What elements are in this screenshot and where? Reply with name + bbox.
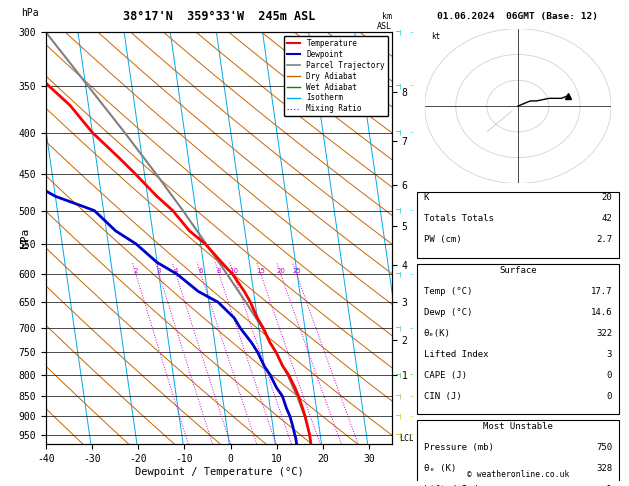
Text: 322: 322 bbox=[596, 329, 612, 338]
Text: 38°17'N  359°33'W  245m ASL: 38°17'N 359°33'W 245m ASL bbox=[123, 10, 315, 23]
Text: hPa: hPa bbox=[20, 228, 30, 248]
Text: 20: 20 bbox=[601, 193, 612, 203]
Text: ─|: ─| bbox=[395, 83, 403, 88]
Text: Temp (°C): Temp (°C) bbox=[423, 287, 472, 296]
Text: Dewp (°C): Dewp (°C) bbox=[423, 308, 472, 317]
Text: hPa: hPa bbox=[21, 8, 38, 18]
Text: PW (cm): PW (cm) bbox=[423, 235, 461, 244]
Text: Most Unstable: Most Unstable bbox=[483, 422, 553, 431]
Text: ─|: ─| bbox=[395, 372, 403, 378]
Text: —|: —| bbox=[409, 83, 419, 89]
Text: 20: 20 bbox=[276, 268, 285, 274]
Text: ─|: ─| bbox=[395, 393, 403, 399]
Text: CAPE (J): CAPE (J) bbox=[423, 371, 467, 380]
Text: Totals Totals: Totals Totals bbox=[423, 214, 494, 224]
Text: Surface: Surface bbox=[499, 266, 537, 275]
Text: Pressure (mb): Pressure (mb) bbox=[423, 443, 494, 452]
Text: 15: 15 bbox=[257, 268, 265, 274]
Bar bbox=[417, 191, 618, 258]
Text: -1: -1 bbox=[601, 485, 612, 486]
Text: © weatheronline.co.uk: © weatheronline.co.uk bbox=[467, 470, 569, 479]
Text: 3: 3 bbox=[157, 268, 161, 274]
Text: 8: 8 bbox=[217, 268, 221, 274]
Text: ─|: ─| bbox=[395, 29, 403, 35]
Text: ─|: ─| bbox=[395, 326, 403, 331]
Text: Lifted Index: Lifted Index bbox=[423, 485, 488, 486]
X-axis label: Dewpoint / Temperature (°C): Dewpoint / Temperature (°C) bbox=[135, 467, 303, 476]
Text: θₑ(K): θₑ(K) bbox=[423, 329, 450, 338]
Text: —|: —| bbox=[409, 207, 419, 214]
Text: K: K bbox=[423, 193, 429, 203]
Text: ─|: ─| bbox=[395, 208, 403, 213]
Text: —|: —| bbox=[409, 29, 419, 35]
Text: 25: 25 bbox=[292, 268, 301, 274]
Text: ─|: ─| bbox=[395, 272, 403, 277]
Text: 14.6: 14.6 bbox=[591, 308, 612, 317]
Text: —|: —| bbox=[409, 432, 419, 438]
Text: 10: 10 bbox=[229, 268, 238, 274]
Text: LCL: LCL bbox=[399, 434, 414, 443]
Text: CIN (J): CIN (J) bbox=[423, 392, 461, 400]
Text: 3: 3 bbox=[607, 350, 612, 359]
Bar bbox=[421, 26, 615, 186]
Text: 6: 6 bbox=[199, 268, 203, 274]
Text: θₑ (K): θₑ (K) bbox=[423, 464, 456, 473]
Text: 750: 750 bbox=[596, 443, 612, 452]
Legend: Temperature, Dewpoint, Parcel Trajectory, Dry Adiabat, Wet Adiabat, Isotherm, Mi: Temperature, Dewpoint, Parcel Trajectory… bbox=[284, 36, 388, 116]
Text: km
ASL: km ASL bbox=[377, 12, 392, 31]
Bar bbox=[417, 264, 618, 415]
Text: —|: —| bbox=[409, 413, 419, 419]
Text: 4: 4 bbox=[174, 268, 178, 274]
Text: 0: 0 bbox=[607, 371, 612, 380]
Text: —|: —| bbox=[409, 129, 419, 136]
Text: —|: —| bbox=[409, 393, 419, 399]
Text: ─|: ─| bbox=[395, 130, 403, 135]
Text: 0: 0 bbox=[607, 392, 612, 400]
Text: 17.7: 17.7 bbox=[591, 287, 612, 296]
Text: 01.06.2024  06GMT (Base: 12): 01.06.2024 06GMT (Base: 12) bbox=[437, 12, 598, 21]
Text: 2.7: 2.7 bbox=[596, 235, 612, 244]
Text: ─|: ─| bbox=[395, 413, 403, 419]
Text: 42: 42 bbox=[601, 214, 612, 224]
Text: 2: 2 bbox=[134, 268, 138, 274]
Text: Lifted Index: Lifted Index bbox=[423, 350, 488, 359]
Text: —|: —| bbox=[409, 325, 419, 331]
Bar bbox=[417, 420, 618, 486]
Text: —|: —| bbox=[409, 271, 419, 278]
Text: kt: kt bbox=[431, 32, 440, 41]
Text: —|: —| bbox=[409, 371, 419, 378]
Text: ─|: ─| bbox=[395, 432, 403, 438]
Text: 328: 328 bbox=[596, 464, 612, 473]
